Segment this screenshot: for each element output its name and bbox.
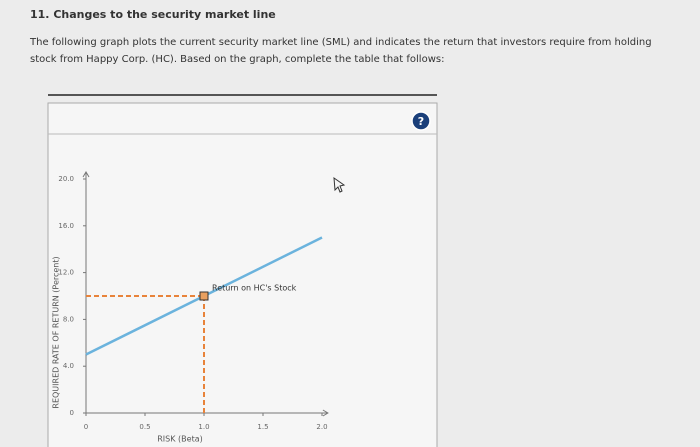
y-tick-label: 20.0 — [58, 175, 74, 183]
help-label[interactable]: ? — [418, 115, 424, 128]
x-tick-label: 1.0 — [198, 423, 209, 431]
y-tick-label: 0 — [70, 409, 74, 417]
y-arrow — [82, 171, 90, 178]
help-button[interactable] — [411, 111, 431, 131]
y-tick-label: 4.0 — [63, 362, 74, 370]
hc-point — [199, 291, 209, 301]
question-title: 11. Changes to the security market line — [30, 8, 276, 21]
x-tick-label: 1.5 — [257, 423, 268, 431]
x-arrow — [322, 409, 329, 417]
y-tick-label: 12.0 — [58, 269, 74, 277]
y-tick-label: 16.0 — [58, 222, 74, 230]
panel-box — [47, 102, 438, 447]
point-label: Return on HC's Stock — [212, 284, 297, 293]
x-axis-label: RISK (Beta) — [157, 435, 202, 444]
x-tick-label: 0.5 — [139, 423, 150, 431]
x-tick-label: 0 — [84, 423, 88, 431]
cursor — [333, 176, 346, 193]
y-tick-label: 8.0 — [63, 315, 74, 323]
y-axis-label: REQUIRED RATE OF RETURN (Percent) — [52, 256, 61, 408]
instructions: The following graph plots the current se… — [30, 37, 652, 65]
x-tick-label: 2.0 — [316, 423, 327, 431]
